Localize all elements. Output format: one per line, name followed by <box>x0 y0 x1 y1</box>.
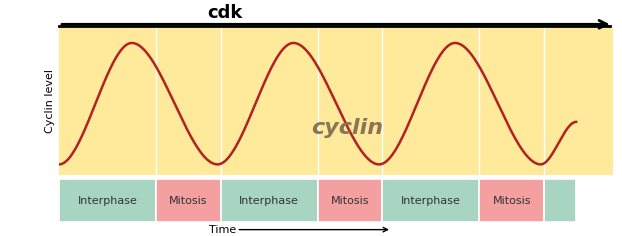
Bar <box>544 179 576 222</box>
Text: Interphase: Interphase <box>78 196 137 206</box>
Bar <box>480 179 544 222</box>
Text: cdk: cdk <box>208 4 243 22</box>
Text: Mitosis: Mitosis <box>169 196 208 206</box>
Text: Interphase: Interphase <box>239 196 299 206</box>
Y-axis label: Cyclin level: Cyclin level <box>45 69 55 134</box>
Text: Interphase: Interphase <box>401 196 461 206</box>
Text: Mitosis: Mitosis <box>331 196 369 206</box>
Text: Mitosis: Mitosis <box>493 196 531 206</box>
Bar <box>156 179 221 222</box>
Bar <box>318 179 383 222</box>
Bar <box>59 179 156 222</box>
Bar <box>383 179 480 222</box>
Bar <box>221 179 318 222</box>
Text: cyclin: cyclin <box>311 118 383 138</box>
Text: Time: Time <box>209 225 236 235</box>
